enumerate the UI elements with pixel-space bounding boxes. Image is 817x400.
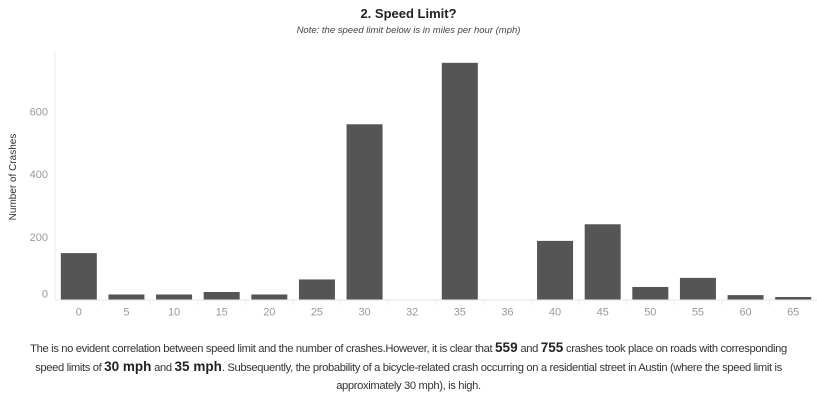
bar-0[interactable] [60, 253, 97, 300]
x-tick-label: 0 [76, 307, 82, 319]
caption-part: crashes took place on roads with corresp… [35, 343, 787, 374]
caption-highlight: 559 [495, 340, 518, 355]
caption-text: The is no evident correlation between sp… [20, 339, 797, 395]
caption-part: and [517, 343, 541, 355]
bar-30[interactable] [346, 124, 383, 300]
x-tick-label: 55 [692, 307, 704, 319]
caption-part: . Subsequently, the probability of a bic… [221, 362, 782, 392]
bar-25[interactable] [298, 279, 335, 300]
caption-highlight: 30 mph [104, 359, 152, 374]
y-tick-label: 600 [30, 106, 48, 118]
caption-part: The is no evident correlation between sp… [30, 343, 496, 355]
x-tick-label: 25 [311, 307, 323, 319]
caption-highlight: 35 mph [174, 359, 222, 374]
y-axis-label: Number of Crashes [8, 134, 19, 221]
x-tick-label: 35 [454, 307, 466, 319]
y-tick-label: 0 [42, 289, 48, 301]
x-tick-label: 45 [597, 307, 609, 319]
bar-chart: 0 200 400 600 Number of Crashes 0 5 10 15 20 25 30 3… [8, 50, 817, 319]
bar-20[interactable] [251, 294, 288, 300]
bar-10[interactable] [156, 294, 193, 300]
x-tick-label: 36 [501, 307, 513, 319]
bar-45[interactable] [584, 224, 621, 300]
bar-15[interactable] [203, 291, 240, 300]
x-tick-label: 60 [739, 307, 751, 319]
y-tick-label: 400 [30, 169, 48, 181]
y-tick-label: 200 [30, 232, 48, 244]
chart-title: 2. Speed Limit? [360, 6, 457, 21]
x-tick-label: 10 [168, 307, 180, 319]
x-tick-label: 65 [787, 307, 799, 319]
bar-35[interactable] [441, 62, 478, 300]
bar-55[interactable] [679, 277, 716, 300]
bar-40[interactable] [537, 240, 574, 300]
caption-highlight: 755 [540, 340, 564, 355]
x-tick-label: 20 [263, 307, 275, 319]
x-tick-label: 15 [216, 307, 228, 319]
x-tick-label: 32 [406, 307, 418, 319]
chart-subtitle: Note: the speed limit below is in miles … [296, 25, 521, 36]
x-tick-label: 5 [123, 307, 129, 319]
caption-part: and [151, 362, 175, 374]
x-tick-label: 30 [358, 307, 370, 319]
x-tick-label: 50 [644, 307, 656, 319]
bar-5[interactable] [108, 294, 145, 300]
bar-65[interactable] [775, 296, 812, 300]
bar-50[interactable] [632, 286, 669, 300]
x-tick-label: 40 [549, 307, 561, 319]
bar-60[interactable] [727, 295, 764, 300]
